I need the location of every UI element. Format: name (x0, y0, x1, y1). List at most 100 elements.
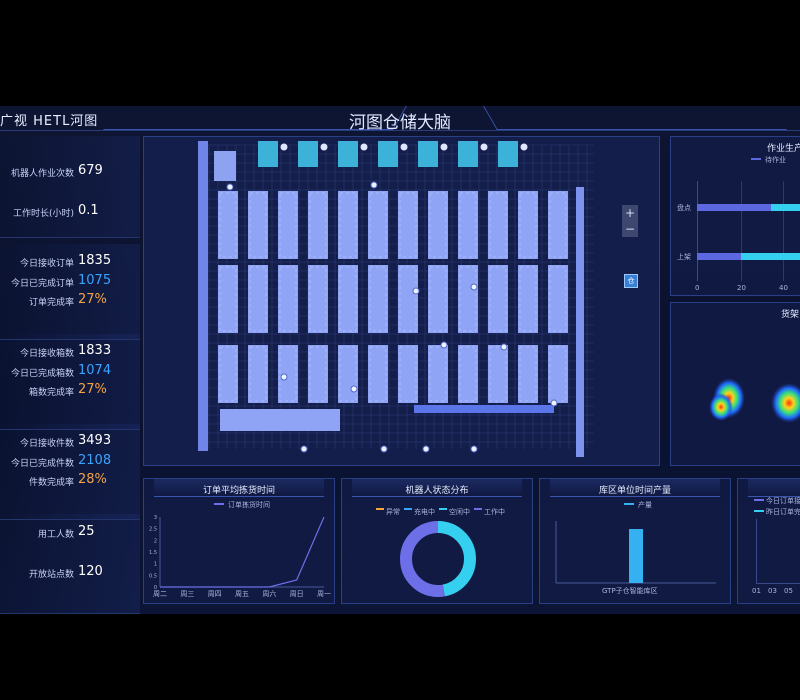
shelf-block (368, 345, 388, 403)
kpi-group-boxes (0, 334, 140, 430)
shelf-slot-grid (339, 266, 357, 332)
warehouse-map-canvas[interactable] (144, 137, 661, 467)
station-marker (280, 143, 288, 151)
shelf-block (428, 345, 448, 403)
line-chart-canvas: 3 2.5 2 1.5 1 0.5 0周二 周三 周四 周五 周六 周日 周一 (149, 515, 331, 598)
kpi-boxes-completed: 今日已完成箱数 1074 (0, 363, 140, 383)
robot-icon (440, 341, 448, 349)
shelf-block (218, 345, 238, 403)
chart-order-trend: 今日订单接收 昨日订单完成 01 03 05 07 (737, 478, 800, 604)
workstation (258, 141, 278, 167)
x-tick: 05 (784, 587, 793, 595)
shelf-block (398, 345, 418, 403)
shelf-block (248, 265, 268, 333)
panel-title: 作业生产 (767, 144, 800, 154)
zoom-in-button[interactable]: + (622, 205, 638, 221)
y-tick-label: 0 (154, 585, 157, 591)
shelf-slot-grid (519, 346, 537, 402)
shelf-block (488, 265, 508, 333)
shelf-slot-grid (279, 192, 297, 258)
shelf-block (338, 345, 358, 403)
station-marker (520, 143, 528, 151)
shelf-block (548, 345, 568, 403)
header-divider (0, 130, 800, 131)
page-title: 河图仓储大脑 (349, 113, 451, 133)
robot-icon (422, 445, 430, 453)
shelf-slot-grid (549, 266, 567, 332)
warehouse-map[interactable]: + − 仓 (143, 136, 660, 466)
heatmap-canvas (709, 378, 800, 423)
robot-icon (226, 183, 234, 191)
shelf-slot-grid (399, 192, 417, 258)
panel-header-bar (154, 479, 324, 497)
legend-label: 充电中 (414, 508, 435, 516)
y-tick-label: 2.5 (149, 527, 157, 533)
station-marker (320, 143, 328, 151)
shelf-block (308, 191, 328, 259)
shelf-block (278, 265, 298, 333)
chart-robot-status: 机器人状态分布 异常 充电中 空闲中 工作中 (341, 478, 533, 604)
kpi-order-rate: 订单完成率 27% (0, 292, 140, 312)
kpi-value: 679 (78, 163, 103, 178)
legend-swatch (214, 503, 224, 505)
legend-label: 订单拣货时间 (228, 501, 270, 509)
kpi-boxes-received: 今日接收箱数 1833 (0, 343, 140, 363)
legend-label: 异常 (386, 508, 400, 516)
kpi-value: 27% (78, 382, 107, 397)
shelf-block (398, 265, 418, 333)
zoom-out-button[interactable]: − (622, 221, 638, 237)
robot-icon (470, 445, 478, 453)
axis-line (756, 519, 757, 583)
shelf-slot-grid (369, 192, 387, 258)
y-tick-label: 2 (154, 538, 157, 544)
bar (629, 529, 643, 583)
y-tick-label: 3 (154, 515, 157, 521)
kpi-label: 今日已完成订单 (10, 279, 74, 289)
x-tick: 03 (768, 587, 777, 595)
station-marker (360, 143, 368, 151)
bar-done (741, 253, 800, 260)
kpi-value: 2108 (78, 453, 112, 468)
kpi-value: 120 (78, 564, 103, 579)
shelf-block (398, 191, 418, 259)
shelf-slot-grid (339, 346, 357, 402)
shelf-slot-grid (249, 192, 267, 258)
shelf-slot-grid (369, 346, 387, 402)
station-marker (480, 143, 488, 151)
robot-icon (280, 373, 288, 381)
kpi-robot-jobs: 机器人作业次数 679 (0, 163, 140, 183)
kpi-orders-completed: 今日已完成订单 1075 (0, 273, 140, 293)
chart-title: 机器人状态分布 (405, 486, 469, 496)
legend-label: 产量 (638, 501, 652, 509)
legend-swatch (754, 499, 764, 501)
robot-icon (470, 283, 478, 291)
row-label: 上架 (677, 253, 691, 261)
shelf-slot-grid (519, 266, 537, 332)
kpi-label: 今日已完成件数 (10, 459, 74, 469)
y-tick-label: 1 (154, 562, 157, 568)
shelf-block (548, 265, 568, 333)
map-layer-toggle[interactable]: 仓 (624, 274, 638, 288)
kpi-value: 1835 (78, 253, 112, 268)
shelf-slot-grid (519, 192, 537, 258)
shelf-block (368, 265, 388, 333)
shelf-slot-grid (489, 192, 507, 258)
shelf-block (518, 345, 538, 403)
kpi-group-staff (0, 514, 140, 614)
robot-icon (380, 445, 388, 453)
legend-swatch (754, 510, 764, 512)
header-decoration-right (483, 106, 787, 130)
legend-label: 待作业 (765, 156, 786, 164)
shelf-slot-grid (429, 266, 447, 332)
kpi-value: 1075 (78, 273, 112, 288)
legend-label: 工作中 (484, 508, 505, 516)
x-tick-label: 周四 (208, 590, 222, 598)
robot-icon (300, 445, 308, 453)
shelf-block (308, 265, 328, 333)
kpi-label: 件数完成率 (28, 478, 74, 488)
shelf-block (414, 405, 554, 413)
shelf-slot-grid (339, 192, 357, 258)
shelf-slot-grid (459, 192, 477, 258)
chart-title: 订单平均拣货时间 (202, 486, 275, 496)
kpi-value: 3493 (78, 433, 112, 448)
